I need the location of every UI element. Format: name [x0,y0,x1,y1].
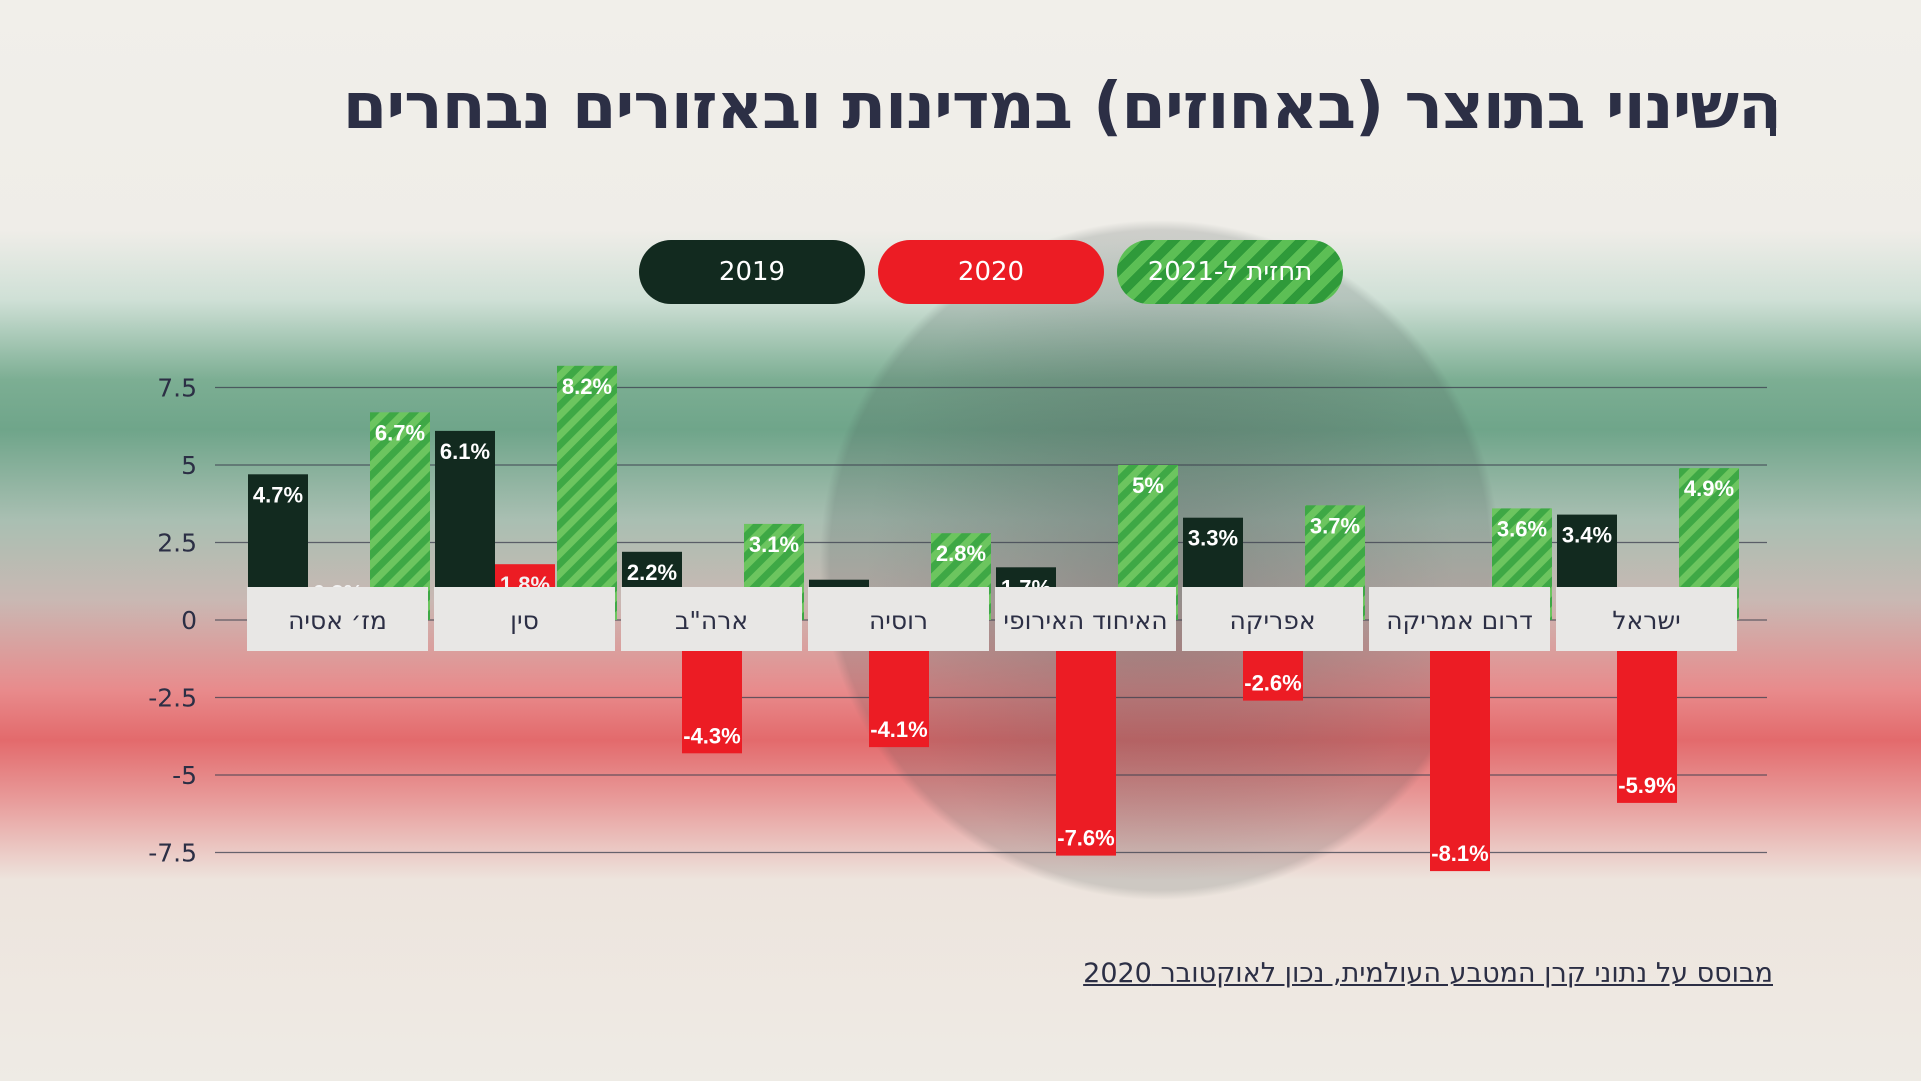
y-tick-label: 0 [181,606,197,635]
data-label: -4.1% [870,717,927,742]
category-label-box [1182,587,1363,651]
bar-2021-forecast [370,412,430,620]
category-label-box [808,587,989,651]
data-label: 4.9% [1684,476,1734,501]
bar-2020 [1430,620,1490,872]
y-tick-label: 7.5 [157,374,197,403]
page-title: השינוי בתוצר (באחוזים) במדינות ובאזורים … [342,70,1782,144]
data-label: 2.2% [627,560,677,585]
category-label: מז׳ אסיה [288,606,387,635]
category-label: ישראל [1612,606,1680,635]
data-label: 4.7% [253,482,303,507]
title-accent-bar [1770,100,1776,136]
data-label: 6.7% [375,420,425,445]
bar-2020 [1056,620,1116,856]
y-tick-label: -2.5 [148,684,197,713]
data-label: -5.9% [1618,773,1675,798]
legend-2019: 2019 [639,240,865,304]
data-label: 6.1% [440,439,490,464]
source-note: מבוסס על נתוני קרן המטבע העולמית, נכון ל… [1083,958,1773,989]
legend-2021-forecast: תחזית ל-2021 [1117,240,1343,304]
category-label: אפריקה [1229,606,1315,635]
data-label: 5% [1132,473,1164,498]
data-label: 3.3% [1188,526,1238,551]
data-label: 3.4% [1562,523,1612,548]
category-label-box [1556,587,1737,651]
y-tick-label: 5 [181,451,197,480]
category-label: סין [510,606,539,635]
y-tick-label: 2.5 [157,529,197,558]
category-label-box [621,587,802,651]
data-label: 8.2% [562,374,612,399]
y-tick-label: -5 [172,761,197,790]
data-label: 2.8% [936,541,986,566]
category-label-box [995,587,1176,651]
bar-2021-forecast [557,365,617,620]
data-label: 3.1% [749,532,799,557]
category-label: דרום אמריקה [1386,606,1533,635]
category-label: רוסיה [869,606,928,635]
category-label-box [1369,587,1550,651]
data-label: -4.3% [683,723,740,748]
category-label: ארה"ב [675,606,748,635]
data-label: -7.6% [1057,826,1114,851]
data-label: 3.6% [1497,516,1547,541]
category-label-box [434,587,615,651]
data-label: -2.6% [1244,671,1301,696]
data-label: 3.7% [1310,513,1360,538]
data-label: -8.1% [1431,841,1488,866]
y-tick-label: -7.5 [148,839,197,868]
legend-2020: 2020 [878,240,1104,304]
category-label-box [247,587,428,651]
category-label: האיחוד האירופי [1003,606,1167,635]
